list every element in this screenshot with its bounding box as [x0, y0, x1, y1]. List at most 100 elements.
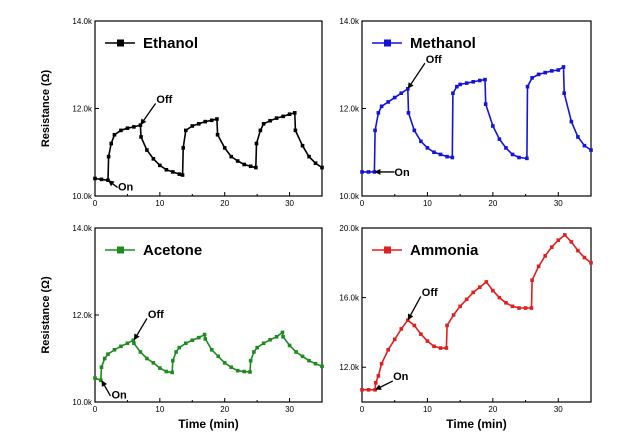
data-point: [216, 354, 221, 359]
data-point: [451, 313, 456, 317]
data-point: [450, 155, 455, 160]
series-line-methanol: [362, 65, 592, 173]
data-point: [280, 330, 285, 335]
data-point: [196, 122, 201, 126]
data-point: [530, 278, 534, 282]
data-point: [525, 156, 529, 161]
annotation-arrow: [408, 62, 426, 87]
data-point: [190, 338, 195, 343]
data-point: [386, 100, 390, 104]
series-line-acetone: [94, 330, 323, 382]
annotation-arrow: [408, 296, 422, 318]
data-point: [261, 122, 266, 126]
data-point: [164, 369, 169, 374]
data-point: [294, 350, 298, 354]
data-point: [174, 350, 178, 354]
annotation-arrowhead: [407, 313, 414, 321]
x-tick-label: 10: [155, 405, 164, 414]
data-point: [292, 111, 297, 115]
data-point: [158, 366, 162, 370]
data-point: [177, 345, 182, 350]
data-point: [376, 374, 381, 378]
data-point: [171, 358, 175, 363]
y-tick-label: 12.0k: [339, 363, 360, 372]
data-point: [445, 323, 449, 328]
y-tick-label: 14.0k: [72, 224, 93, 233]
data-point: [373, 128, 377, 133]
data-point: [412, 323, 417, 328]
y-tick-label: 10.0k: [72, 398, 93, 407]
x-axis-label: Time (min): [446, 417, 506, 431]
data-point: [483, 77, 487, 82]
annotation-arrowhead: [140, 118, 147, 126]
x-tick-label: 10: [423, 199, 432, 208]
data-point: [248, 164, 253, 169]
data-point: [300, 143, 305, 148]
legend-marker: [117, 246, 124, 254]
data-point: [569, 119, 574, 124]
data-point: [386, 348, 390, 352]
data-point: [138, 123, 143, 127]
data-point: [504, 301, 508, 305]
legend-marker: [117, 39, 124, 47]
data-point: [497, 295, 502, 300]
chart-panel-bottom-right: 0 10 20 30 12.0k 16.0k 20.0k Time (min) Ammonia O…: [339, 224, 593, 431]
data-point: [119, 128, 123, 133]
annotation-arrowhead: [108, 180, 115, 187]
data-point: [274, 116, 279, 120]
data-point: [313, 361, 318, 366]
plot-frame: [361, 227, 592, 403]
data-point: [99, 365, 104, 369]
data-point: [483, 102, 488, 106]
data-point: [497, 137, 502, 141]
data-point: [106, 178, 110, 183]
data-point: [376, 111, 381, 115]
data-point: [464, 297, 469, 302]
data-point: [464, 81, 469, 85]
data-point: [222, 146, 227, 150]
data-point: [287, 343, 292, 348]
legend-marker: [384, 246, 391, 254]
data-point: [530, 76, 534, 80]
legend-label: Methanol: [410, 35, 476, 52]
data-point: [360, 388, 364, 392]
data-point: [125, 341, 130, 346]
data-point: [549, 69, 554, 73]
x-tick-label: 10: [155, 199, 164, 208]
data-point: [582, 255, 587, 260]
data-point: [517, 155, 521, 160]
data-point: [281, 334, 285, 339]
data-point: [132, 125, 136, 129]
data-point: [484, 280, 489, 284]
data-point: [180, 173, 185, 177]
data-point: [307, 154, 311, 159]
legend-label: Ethanol: [143, 35, 198, 52]
legend-label: Acetone: [143, 242, 202, 259]
data-point: [556, 238, 561, 242]
x-tick-label: 10: [423, 405, 432, 414]
data-point: [258, 128, 263, 133]
data-point: [229, 365, 233, 369]
x-tick-label: 30: [554, 405, 563, 414]
data-point: [125, 126, 130, 130]
data-point: [455, 84, 459, 89]
data-point: [517, 306, 521, 310]
data-point: [242, 162, 246, 167]
data-point: [444, 346, 449, 350]
x-tick-label: 20: [488, 405, 497, 414]
data-point: [254, 141, 259, 146]
data-point: [106, 352, 110, 356]
data-point: [268, 118, 272, 123]
annotation-off: Off: [148, 309, 164, 321]
data-point: [576, 135, 580, 139]
x-axis-label: Time (min): [178, 417, 238, 431]
annotation-on: On: [111, 389, 127, 401]
data-point: [549, 245, 554, 249]
data-point: [203, 119, 208, 124]
data-point: [392, 95, 397, 100]
data-point: [177, 172, 182, 176]
data-point: [300, 354, 305, 359]
data-point: [99, 177, 104, 182]
data-point: [215, 117, 219, 121]
data-point: [184, 341, 188, 346]
